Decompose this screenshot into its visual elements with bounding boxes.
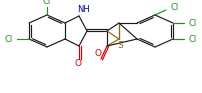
Text: O: O (75, 60, 81, 69)
Text: S: S (117, 40, 123, 49)
Text: Cl: Cl (189, 19, 197, 28)
Text: O: O (95, 49, 101, 58)
Text: Cl: Cl (189, 35, 197, 44)
Text: Cl: Cl (5, 35, 13, 44)
Text: Cl: Cl (171, 3, 179, 12)
Text: Cl: Cl (43, 0, 51, 5)
Text: NH: NH (78, 5, 90, 15)
